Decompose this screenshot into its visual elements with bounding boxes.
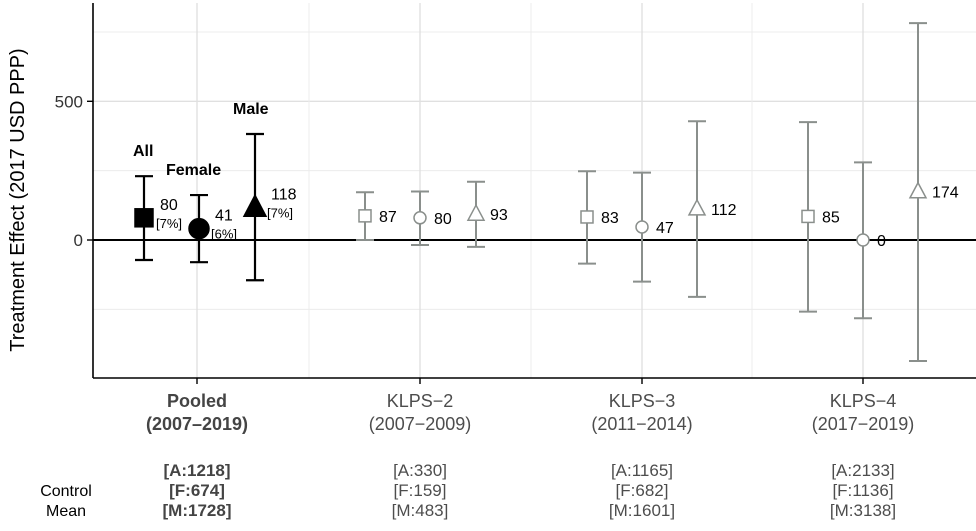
plot-panel <box>93 3 976 378</box>
group-name-label: KLPS−2 <box>387 391 454 411</box>
group-period-label: (2007−2009) <box>369 414 472 434</box>
series-label: All <box>133 143 153 160</box>
group-name-label: KLPS−4 <box>830 391 897 411</box>
series-label: Male <box>233 101 269 118</box>
y-tick-label: 500 <box>55 92 83 111</box>
control-mean-value: [A:330] <box>393 461 447 480</box>
control-mean-value: [F:682] <box>616 481 669 500</box>
group-name-label: Pooled <box>167 391 227 411</box>
y-axis-title: Treatment Effect (2017 USD PPP) <box>7 48 29 351</box>
series-label: Female <box>166 162 221 179</box>
point-marker-circle <box>856 233 870 247</box>
point-marker-triangle <box>466 203 486 221</box>
control-mean-value: [A:2133] <box>831 461 894 480</box>
point-value-label: 47 <box>656 220 674 237</box>
marks-layer <box>134 22 928 362</box>
axis-layer: 0 500 <box>55 3 976 384</box>
point-marker-circle <box>188 217 210 240</box>
grid-layer <box>93 3 976 378</box>
point-value-label: 174 <box>932 185 959 202</box>
control-mean-value: [F:159] <box>394 481 447 500</box>
point-value-label: 93 <box>490 207 508 224</box>
control-mean-value: [M:1601] <box>609 501 675 520</box>
point-marker-triangle <box>242 193 268 218</box>
point-value-label: 87 <box>379 209 397 226</box>
label-layer: 80 [7%] All 41 [6%] Female 118 [7%] Male Pooled (2… <box>40 101 959 520</box>
point-marker-square <box>580 210 594 224</box>
control-mean-value: [M:1728] <box>163 501 232 520</box>
control-mean-value: [F:1136] <box>832 481 893 500</box>
point-pct-label: [6%] <box>211 227 237 242</box>
group-period-label: (2007–2019) <box>146 414 248 434</box>
point-value-label: 83 <box>601 210 619 227</box>
point-value-label: 118 <box>271 186 297 203</box>
point-pct-label: [7%] <box>267 205 293 220</box>
point-value-label: 0 <box>877 233 886 250</box>
group-name-label: KLPS−3 <box>609 391 676 411</box>
point-marker-circle <box>635 220 649 234</box>
control-mean-value: [A:1218] <box>163 461 230 480</box>
control-mean-value: [M:3138] <box>830 501 896 520</box>
point-marker-triangle <box>687 198 707 216</box>
group-period-label: (2011−2014) <box>591 414 692 434</box>
point-marker-circle <box>413 211 427 225</box>
point-pct-label: [7%] <box>156 216 182 231</box>
control-mean-row-label: Mean <box>46 503 86 520</box>
point-value-label: 80 <box>160 197 178 214</box>
point-value-label: 112 <box>711 202 737 219</box>
control-mean-row-label: Control <box>40 483 92 500</box>
y-tick-label: 0 <box>74 231 83 250</box>
group-period-label: (2017−2019) <box>812 414 915 434</box>
control-mean-value: [A:1165] <box>611 461 673 480</box>
point-value-label: 80 <box>434 211 452 228</box>
control-mean-value: [F:674] <box>169 481 225 500</box>
point-marker-triangle <box>908 181 928 199</box>
point-marker-square <box>134 208 154 228</box>
point-marker-square <box>801 209 815 224</box>
point-value-label: 41 <box>215 208 233 225</box>
point-value-label: 85 <box>822 209 840 226</box>
control-mean-value: [M:483] <box>392 501 449 520</box>
point-marker-square <box>358 209 372 223</box>
